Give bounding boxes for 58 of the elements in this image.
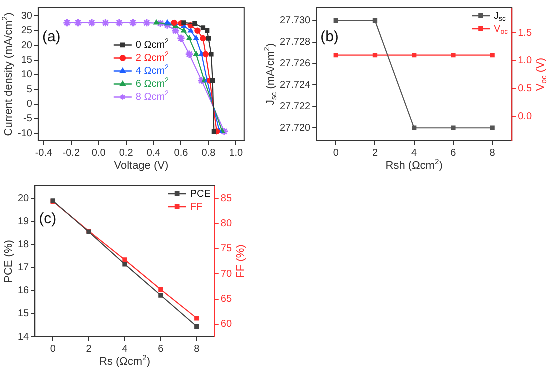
x-tick-label: 0.6 xyxy=(174,148,189,159)
y-tick-label: 19 xyxy=(18,216,30,228)
y-tick-label: 18 xyxy=(18,240,30,251)
y-tick-label: 27.720 xyxy=(280,122,312,134)
annotation: (c) xyxy=(39,210,57,228)
y-tick-label: 27.728 xyxy=(280,37,312,48)
y-tick-label: 5 xyxy=(26,84,33,96)
x-tick-label: 4 xyxy=(122,344,128,355)
y-tick-label: 15 xyxy=(18,308,30,320)
x-tick-label: 6 xyxy=(450,148,457,159)
y2-tick-label: 70 xyxy=(220,268,232,280)
y-tick-label: 27.726 xyxy=(280,58,312,70)
y-tick-label: 17 xyxy=(18,262,30,274)
y-tick-label: -5 xyxy=(24,114,33,125)
y-tick-label: 25 xyxy=(21,26,33,37)
x-tick-label: 0.8 xyxy=(202,148,216,159)
x-tick-label: 4 xyxy=(412,148,418,159)
y-tick-label: 14 xyxy=(18,332,30,343)
x-tick-label: 2 xyxy=(86,344,92,355)
y-tick-label: 16 xyxy=(18,286,30,297)
x-tick-label: -0.2 xyxy=(62,148,80,159)
x-tick-label: -0.4 xyxy=(35,148,53,159)
x-tick-label: 8 xyxy=(194,344,200,355)
x-tick-label: 0.2 xyxy=(119,148,134,159)
y-tick-label: 27.724 xyxy=(280,80,312,91)
y-tick-label: 20 xyxy=(18,193,30,204)
x-tick-label: 2 xyxy=(372,148,378,159)
y2-tick-label: 75 xyxy=(220,244,232,255)
x-tick-label: 0 xyxy=(50,344,56,355)
y-tick-label: 15 xyxy=(21,55,33,66)
x-tick-label: 0 xyxy=(333,148,340,159)
annotation: (a) xyxy=(42,28,61,46)
x-tick-label: 0.0 xyxy=(92,148,106,159)
y2-tick-label: 85 xyxy=(220,193,232,204)
legend-label: PCE xyxy=(190,188,212,200)
y-tick-label: 0 xyxy=(26,99,33,110)
x-tick-label: 0.4 xyxy=(146,148,162,159)
x-tick-label: 1.0 xyxy=(229,148,244,159)
y2-tick-label: 65 xyxy=(220,294,232,305)
y2-tick-label: 0.0 xyxy=(518,111,532,122)
y-tick-label: 10 xyxy=(21,70,33,81)
y-tick-label: 27.730 xyxy=(280,16,312,27)
y2-tick-label: 80 xyxy=(220,218,232,230)
y2-axis-title: FF (%) xyxy=(235,244,248,278)
y-tick-label: 27.722 xyxy=(280,101,312,112)
y2-tick-label: 1.5 xyxy=(518,28,532,39)
y-axis-title: PCE (%) xyxy=(3,240,16,283)
legend-label: FF xyxy=(190,202,203,213)
annotation: (b) xyxy=(320,28,339,46)
y-tick-label: -10 xyxy=(18,128,33,140)
y2-tick-label: 0.5 xyxy=(518,83,532,94)
y-tick-label: 20 xyxy=(21,40,33,52)
x-axis-title: Voltage (V) xyxy=(114,160,169,172)
y2-tick-label: 60 xyxy=(220,319,232,330)
x-tick-label: 8 xyxy=(490,148,496,159)
y2-tick-label: 1.0 xyxy=(518,56,532,67)
y-tick-label: 30 xyxy=(21,10,33,22)
x-tick-label: 6 xyxy=(158,344,164,355)
